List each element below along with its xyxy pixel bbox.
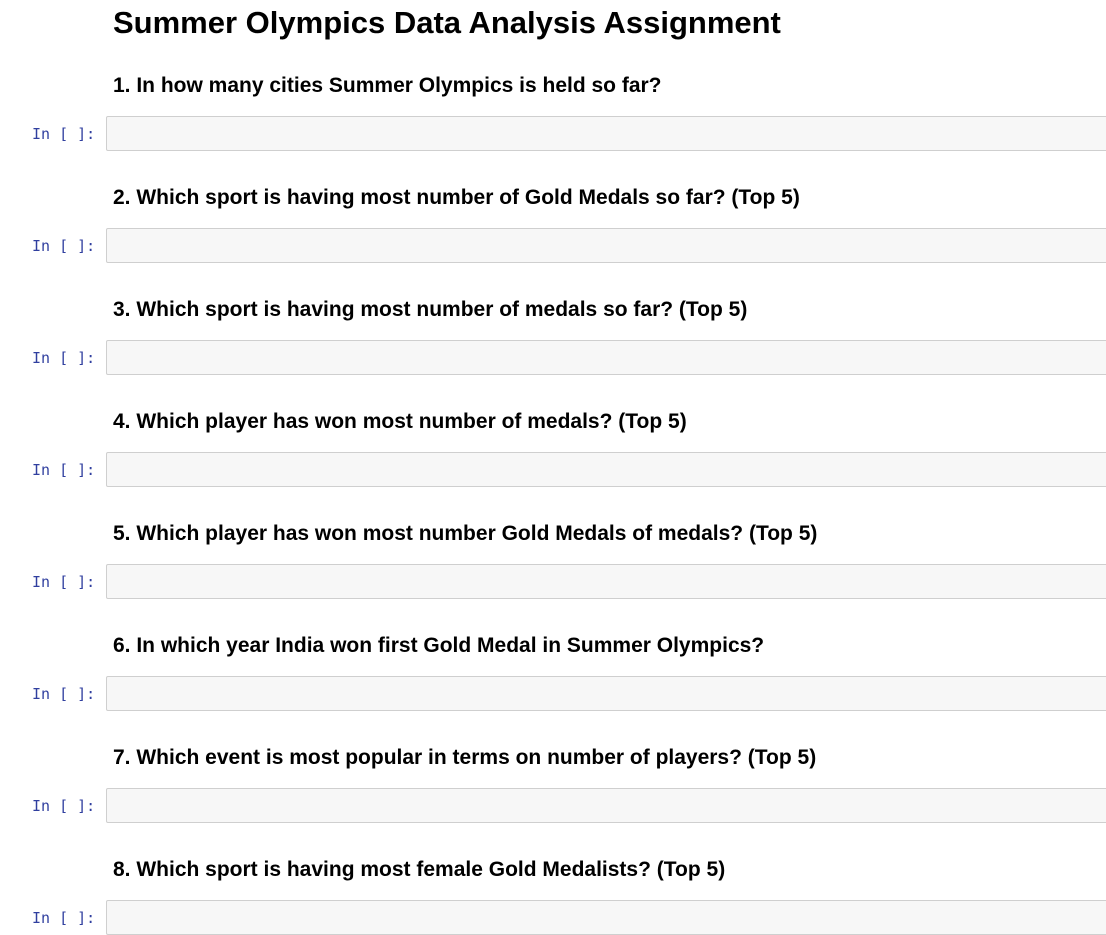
question-5: 5. Which player has won most number Gold… bbox=[113, 521, 817, 547]
code-cell-6[interactable] bbox=[106, 676, 1106, 711]
code-cell-7[interactable] bbox=[106, 788, 1106, 823]
cell-prompt-6: In [ ]: bbox=[32, 684, 95, 704]
code-cell-3[interactable] bbox=[106, 340, 1106, 375]
notebook-title: Summer Olympics Data Analysis Assignment bbox=[113, 4, 781, 42]
code-cell-2[interactable] bbox=[106, 228, 1106, 263]
question-3: 3. Which sport is having most number of … bbox=[113, 297, 747, 323]
question-1: 1. In how many cities Summer Olympics is… bbox=[113, 73, 662, 99]
question-7: 7. Which event is most popular in terms … bbox=[113, 745, 816, 771]
code-cell-8[interactable] bbox=[106, 900, 1106, 935]
cell-prompt-2: In [ ]: bbox=[32, 236, 95, 256]
cell-prompt-4: In [ ]: bbox=[32, 460, 95, 480]
cell-prompt-1: In [ ]: bbox=[32, 124, 95, 144]
cell-prompt-5: In [ ]: bbox=[32, 572, 95, 592]
question-6: 6. In which year India won first Gold Me… bbox=[113, 633, 764, 659]
code-cell-4[interactable] bbox=[106, 452, 1106, 487]
question-8: 8. Which sport is having most female Gol… bbox=[113, 857, 725, 883]
cell-prompt-8: In [ ]: bbox=[32, 908, 95, 928]
question-2: 2. Which sport is having most number of … bbox=[113, 185, 800, 211]
question-4: 4. Which player has won most number of m… bbox=[113, 409, 687, 435]
code-cell-5[interactable] bbox=[106, 564, 1106, 599]
cell-prompt-3: In [ ]: bbox=[32, 348, 95, 368]
cell-prompt-7: In [ ]: bbox=[32, 796, 95, 816]
code-cell-1[interactable] bbox=[106, 116, 1106, 151]
